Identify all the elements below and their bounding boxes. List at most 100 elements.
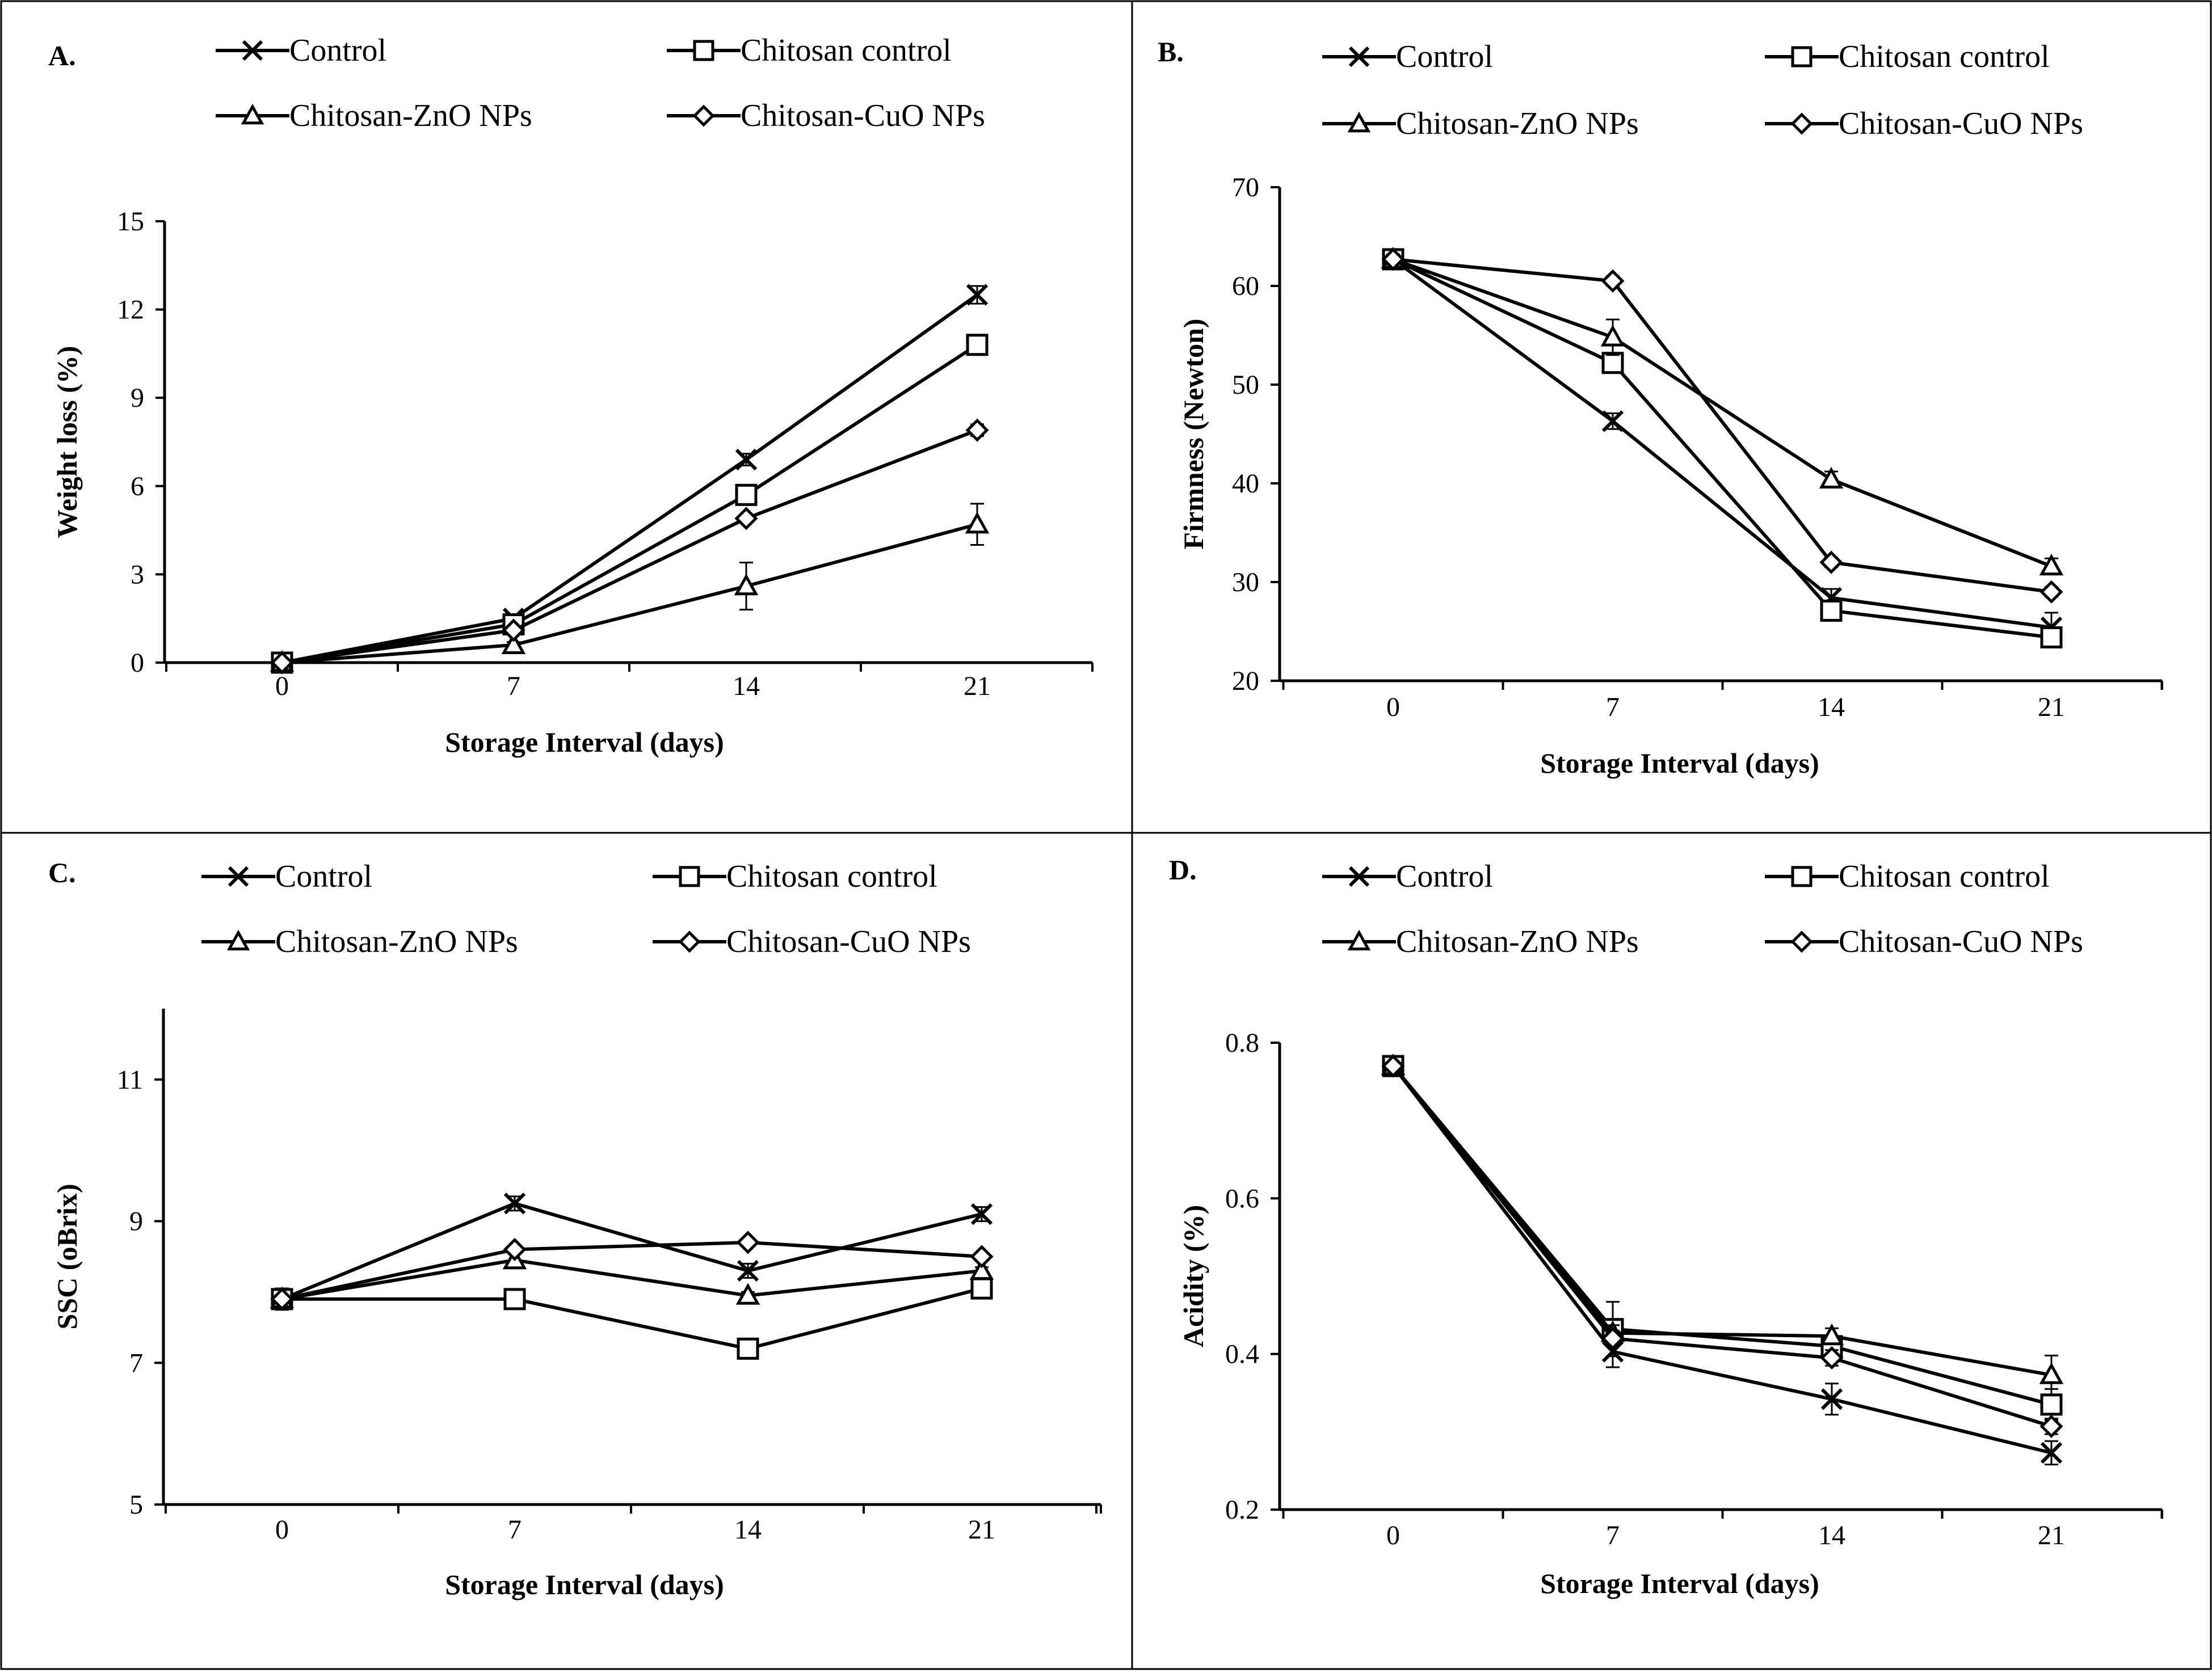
- panel-a-label: A.: [48, 40, 76, 71]
- y-tick-label: 0: [131, 648, 144, 678]
- square-marker-icon: [679, 866, 700, 887]
- panel-b: B. 20 30 40 50 60 70 0 7 14 21 Storage Interval (d…: [1158, 36, 2163, 779]
- axes: 0 3 6 9 12 15 0 7 14 21: [117, 207, 1094, 701]
- y-axis-title: SSC (oBrix): [51, 1184, 83, 1330]
- series-line: [281, 428, 978, 664]
- data-point: [502, 618, 525, 642]
- data-point: [503, 1237, 527, 1262]
- y-tick-label: 11: [117, 1065, 143, 1095]
- data-point: [734, 573, 759, 596]
- series-line: [281, 343, 978, 664]
- legend-label: Control: [275, 859, 372, 894]
- panel-d-label: D.: [1169, 854, 1197, 886]
- x-tick-label: 0: [275, 671, 289, 701]
- data-point: [1819, 550, 1843, 574]
- y-tick-label: 9: [131, 383, 144, 413]
- legend-item: Control: [1322, 39, 1493, 74]
- x-tick-label: 7: [507, 671, 520, 701]
- data-point: [2040, 626, 2063, 648]
- legend-label: Chitosan-ZnO NPs: [1396, 106, 1639, 141]
- x-marker-stroke: [735, 448, 758, 471]
- y-tick-label: 9: [129, 1207, 143, 1237]
- square-marker-icon: [693, 40, 714, 61]
- series-chitosan-cuo-nps: [1381, 247, 2063, 604]
- legend-label: Chitosan control: [1839, 39, 2050, 74]
- y-tick-label: 60: [1232, 271, 1259, 301]
- y-tick-label: 20: [1232, 666, 1259, 696]
- data-point: [270, 1287, 294, 1311]
- data-point: [2039, 1414, 2063, 1438]
- series-chitosan-control: [1382, 1055, 2063, 1421]
- axes: 20 30 40 50 60 70 0 7 14 21: [1232, 172, 2163, 722]
- legend-label: Chitosan-ZnO NPs: [1396, 924, 1639, 959]
- data-point: [735, 1283, 760, 1305]
- legend-label: Control: [1396, 39, 1493, 74]
- legend-label: Chitosan-CuO NPs: [741, 98, 985, 133]
- legend-item: Control: [201, 859, 372, 894]
- legend-item: Chitosan-ZnO NPs: [1322, 106, 1639, 141]
- x-tick-label: 21: [2038, 692, 2065, 722]
- legend-label: Control: [1396, 859, 1493, 894]
- x-marker-stroke: [228, 866, 249, 887]
- y-axis-title: Weight loss (%): [51, 346, 83, 538]
- x-marker-stroke: [737, 1259, 759, 1282]
- series-line: [1391, 1065, 2052, 1406]
- y-tick-label: 40: [1232, 469, 1259, 499]
- data-point: [2039, 554, 2064, 576]
- series-line: [1393, 258, 2052, 594]
- y-tick-label: 7: [129, 1348, 143, 1378]
- x-axis-title: Storage Interval (days): [445, 726, 724, 758]
- y-axis-title: Acidity (%): [1178, 1205, 1209, 1347]
- legend-item: Chitosan control: [1765, 859, 2050, 894]
- x-axis-title: Storage Interval (days): [1540, 1567, 1819, 1599]
- data-point: [1381, 1054, 1405, 1078]
- y-tick-label: 5: [129, 1490, 143, 1520]
- x-tick-label: 7: [508, 1515, 522, 1545]
- panel-c-label: C.: [48, 857, 76, 888]
- legend-item: Chitosan-CuO NPs: [1765, 924, 2083, 959]
- diamond-marker-icon: [1790, 112, 1813, 135]
- x-tick-label: 7: [1606, 1520, 1620, 1550]
- x-marker-icon: [1348, 46, 1370, 68]
- data-point: [737, 1259, 759, 1282]
- panel-d: D. 0.2 0.4 0.6 0.8 0 7 14 21 Storage Interval (d…: [1169, 854, 2163, 1599]
- y-tick-label: 50: [1232, 370, 1259, 400]
- data-point: [965, 512, 990, 534]
- data-point: [1819, 1323, 1844, 1346]
- triangle-marker-icon: [226, 929, 250, 951]
- y-tick-label: 30: [1232, 567, 1259, 597]
- panel-b-label: B.: [1158, 36, 1184, 68]
- y-tick-label: 0.8: [1225, 1028, 1259, 1058]
- data-point: [970, 1203, 993, 1225]
- series-chitosan-control: [271, 1277, 993, 1360]
- series-chitosan-zno-nps: [1381, 1053, 2064, 1396]
- x-tick-label: 21: [968, 1515, 995, 1545]
- x-tick-label: 0: [275, 1515, 289, 1545]
- data-point: [734, 507, 758, 530]
- data-point: [1601, 269, 1625, 293]
- x-tick-label: 14: [733, 671, 760, 701]
- data-point: [501, 632, 526, 654]
- legend-label: Chitosan control: [726, 859, 937, 894]
- legend: Control Chitosan control Chitosan-ZnO NPs C…: [1322, 859, 2083, 959]
- legend-item: Chitosan control: [653, 859, 937, 894]
- series-chitosan-zno-nps: [1381, 246, 2064, 576]
- data-point: [970, 1245, 994, 1269]
- data-point: [737, 1337, 759, 1360]
- data-point: [965, 418, 989, 442]
- data-point: [1601, 1326, 1625, 1350]
- series-chitosan-control: [271, 334, 989, 674]
- x-marker-stroke: [2040, 1442, 2063, 1464]
- x-marker-stroke: [966, 284, 989, 306]
- data-point: [1820, 1346, 1844, 1370]
- data-point: [2040, 1393, 2063, 1416]
- data-point: [1820, 599, 1843, 622]
- series-line: [281, 293, 978, 664]
- legend-label: Chitosan-ZnO NPs: [275, 924, 518, 959]
- legend-item: Chitosan control: [1765, 39, 2050, 74]
- panel-c: C. 5 7 9 11 0 7 14 21 Storage Interval (days) SSC…: [48, 857, 1102, 1600]
- data-point: [503, 1288, 526, 1310]
- data-point: [1600, 325, 1625, 347]
